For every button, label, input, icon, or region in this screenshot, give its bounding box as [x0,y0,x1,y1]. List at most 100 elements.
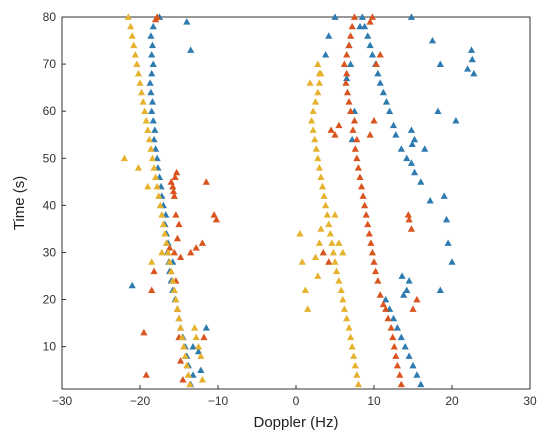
data-point [407,159,416,166]
data-point [149,60,157,67]
data-point [343,69,351,77]
data-point [184,371,192,378]
data-point [417,178,425,185]
data-point [404,211,412,218]
data-point [181,352,189,359]
data-point [407,126,416,133]
data-point [426,197,434,204]
data-point [361,201,369,209]
data-point [368,13,377,20]
data-point [152,173,160,180]
data-point [315,79,323,86]
data-point [350,352,358,359]
data-point [139,98,147,105]
data-point [366,18,374,25]
data-point [144,182,152,190]
data-point [153,154,161,162]
data-point [158,211,166,218]
data-point [130,41,138,49]
data-point [331,13,339,20]
data-point [153,182,161,190]
data-point [148,107,156,115]
y-axis-label: Time (s) [11,176,28,230]
data-point [436,286,444,293]
data-point [358,13,366,20]
data-point [410,135,419,143]
data-point [335,277,343,284]
data-point [169,182,177,190]
data-point [198,375,206,383]
data-point [403,154,411,162]
data-point [347,333,355,341]
data-point [167,267,175,275]
data-point [340,305,348,312]
data-point [357,182,366,190]
data-point [167,178,175,185]
data-point [405,215,413,223]
data-point [325,32,333,39]
data-point [434,107,442,115]
data-point [173,234,182,242]
data-point [322,201,330,209]
data-point [397,380,405,388]
data-point [148,98,157,105]
data-point [332,267,341,275]
data-point [156,201,164,209]
data-point [170,192,178,199]
data-point [309,107,317,115]
data-point [298,258,306,265]
data-point [172,211,180,218]
data-point [148,286,156,293]
data-point [417,380,425,388]
data-point [152,15,160,23]
data-point [147,32,155,39]
data-point [331,258,339,265]
data-point [306,79,314,86]
data-point [148,41,157,49]
data-point [392,352,400,359]
data-point [137,88,146,96]
x-tick-label: 0 [293,394,300,408]
data-point [169,187,178,195]
data-point [331,211,339,218]
data-point [183,361,191,369]
data-point [178,333,186,341]
data-point [350,116,359,124]
data-point [393,324,401,331]
data-point [141,107,149,115]
y-tick-label: 50 [43,151,57,165]
data-point [376,51,384,58]
y-tick-label: 10 [43,340,57,354]
data-point [349,126,357,133]
data-point [390,343,398,350]
data-point [202,324,210,331]
data-point [314,88,322,96]
data-point [387,324,395,331]
data-point [296,230,304,237]
data-point [187,46,195,53]
data-point [410,168,419,176]
data-point [389,121,398,129]
data-point [148,69,156,77]
data-point [353,135,361,143]
data-point [315,239,323,246]
data-point [315,69,323,77]
data-point [339,248,347,256]
data-point [374,277,382,284]
x-axis-label: Doppler (Hz) [253,414,338,431]
data-point [376,291,384,298]
data-point [161,230,169,237]
data-point [328,239,336,246]
data-point [169,277,177,284]
data-point [342,79,350,86]
data-point [142,116,150,124]
data-point [337,286,345,293]
data-point [212,215,221,223]
data-point [389,333,397,341]
data-point [151,126,159,133]
data-point [468,55,476,63]
data-point [408,140,416,148]
data-point [428,36,437,44]
data-point [148,51,156,58]
data-point [127,22,135,30]
